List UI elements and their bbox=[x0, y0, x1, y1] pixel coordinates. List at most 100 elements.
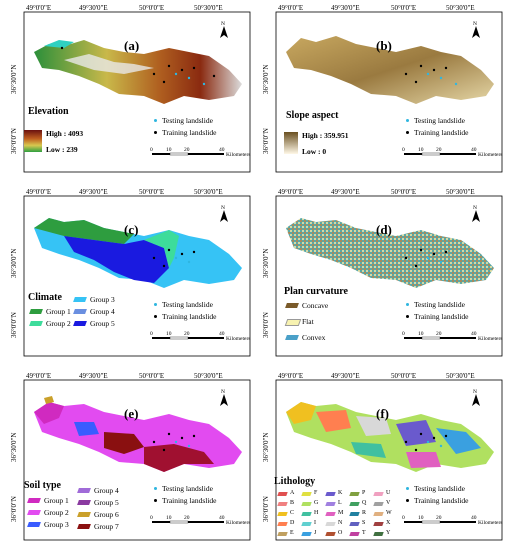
testing-marker bbox=[154, 487, 157, 490]
landslide-points bbox=[404, 432, 448, 452]
svg-text:50°30'0"E: 50°30'0"E bbox=[446, 4, 475, 12]
lithology-zone-5 bbox=[436, 428, 481, 454]
soil-group-7b bbox=[144, 444, 214, 472]
convex-swatch bbox=[285, 335, 299, 340]
north-arrow: N bbox=[220, 21, 228, 38]
svg-text:49°0'0"E: 49°0'0"E bbox=[26, 188, 51, 196]
svg-text:49°30'0"E: 49°30'0"E bbox=[331, 188, 360, 196]
lithology-j-swatch bbox=[301, 532, 312, 536]
concave-swatch bbox=[285, 303, 299, 308]
svg-text:0: 0 bbox=[150, 331, 153, 337]
soil-group-3 bbox=[74, 422, 99, 436]
lithology-w-swatch bbox=[373, 512, 384, 516]
training-marker bbox=[406, 499, 409, 502]
plan-curvature-map: (d) N 0 10 20 40 Kilometers 49°0'0"E 49°… bbox=[262, 188, 502, 357]
soil-4-swatch bbox=[77, 488, 91, 493]
svg-text:0: 0 bbox=[150, 147, 153, 153]
training-marker bbox=[154, 131, 157, 134]
group-5-swatch bbox=[73, 321, 87, 326]
soil-1-swatch bbox=[27, 498, 41, 503]
landslide-points bbox=[152, 432, 196, 452]
panel-elevation: (a) N 0 10 20 40 Kilometers 49°0'0"E 49°… bbox=[4, 4, 252, 178]
lithology-v-label: V bbox=[386, 500, 391, 506]
convex-label: Convex bbox=[302, 333, 326, 342]
legend-testing: Testing landslide bbox=[414, 484, 465, 493]
slope-aspect-map: (b) N 0 10 20 40 Kilometers 49°0'0"E 49°… bbox=[262, 4, 502, 173]
lithology-l-swatch bbox=[325, 502, 336, 506]
scalebar: 0 10 20 40 Kilometers bbox=[402, 147, 502, 158]
lithology-n-label: N bbox=[338, 520, 343, 526]
svg-text:40: 40 bbox=[219, 147, 225, 153]
svg-text:36°0'0"N: 36°0'0"N bbox=[262, 128, 270, 154]
landslide-points bbox=[60, 46, 216, 86]
svg-text:40: 40 bbox=[471, 331, 477, 337]
group-3-swatch bbox=[73, 297, 87, 302]
legend-title: Soil type bbox=[24, 480, 61, 491]
svg-text:49°30'0"E: 49°30'0"E bbox=[331, 4, 360, 12]
lithology-a-swatch bbox=[277, 492, 288, 496]
svg-text:50°30'0"E: 50°30'0"E bbox=[446, 188, 475, 196]
svg-text:N: N bbox=[221, 205, 225, 211]
aspect-legend-ramp bbox=[284, 132, 298, 154]
legend-training: Training landslide bbox=[414, 128, 469, 137]
lithology-g-swatch bbox=[301, 502, 312, 506]
svg-text:49°0'0"E: 49°0'0"E bbox=[278, 372, 303, 380]
lithology-zone-4 bbox=[396, 420, 436, 446]
svg-text:50°0'0"E: 50°0'0"E bbox=[391, 188, 416, 196]
legend-high: High : 4093 bbox=[46, 129, 84, 138]
lithology-b-label: B bbox=[290, 500, 295, 506]
testing-marker bbox=[406, 303, 409, 306]
soil-6-swatch bbox=[77, 512, 91, 517]
svg-text:36°30'0"N: 36°30'0"N bbox=[10, 65, 18, 94]
svg-text:40: 40 bbox=[219, 515, 225, 521]
svg-text:20: 20 bbox=[184, 331, 190, 337]
training-marker bbox=[406, 131, 409, 134]
svg-text:49°30'0"E: 49°30'0"E bbox=[79, 4, 108, 12]
svg-text:20: 20 bbox=[184, 515, 190, 521]
legend-title: Plan curvature bbox=[284, 286, 348, 297]
svg-text:0: 0 bbox=[402, 147, 405, 153]
scalebar: 0 10 20 40 Kilometers bbox=[150, 515, 250, 526]
svg-text:N: N bbox=[473, 389, 477, 395]
legend-low: Low : 239 bbox=[46, 145, 78, 154]
soil-2-label: Group 2 bbox=[44, 508, 69, 517]
panel-label: (c) bbox=[124, 222, 138, 237]
lithology-r-label: R bbox=[362, 510, 367, 516]
group-1-label: Group 1 bbox=[46, 307, 71, 316]
svg-text:50°30'0"E: 50°30'0"E bbox=[446, 372, 475, 380]
svg-text:36°30'0"N: 36°30'0"N bbox=[262, 433, 270, 462]
lithology-p-swatch bbox=[349, 492, 360, 496]
svg-text:49°30'0"E: 49°30'0"E bbox=[331, 372, 360, 380]
group-2-swatch bbox=[29, 321, 43, 326]
svg-text:36°0'0"N: 36°0'0"N bbox=[262, 496, 270, 522]
lithology-h-label: H bbox=[314, 510, 319, 516]
lithology-p-label: P bbox=[362, 490, 366, 496]
lithology-g-label: G bbox=[314, 500, 319, 506]
soil-4-label: Group 4 bbox=[94, 486, 119, 495]
svg-text:36°0'0"N: 36°0'0"N bbox=[262, 312, 270, 338]
lithology-d-swatch bbox=[277, 522, 288, 526]
svg-text:20: 20 bbox=[436, 147, 442, 153]
svg-text:N: N bbox=[473, 205, 477, 211]
lithology-t-label: T bbox=[362, 530, 366, 536]
lithology-zone-2 bbox=[316, 410, 351, 432]
group-4-swatch bbox=[73, 309, 87, 314]
legend-title: Slope aspect bbox=[286, 110, 339, 121]
landslide-points bbox=[404, 64, 458, 86]
group-5-label: Group 5 bbox=[90, 319, 115, 328]
scalebar: 0 10 20 40 Kilometers bbox=[402, 331, 502, 342]
high-elevation-zone bbox=[64, 54, 154, 74]
lithology-zone-3 bbox=[356, 416, 391, 436]
legend-testing: Testing landslide bbox=[162, 116, 213, 125]
svg-text:36°0'0"N: 36°0'0"N bbox=[10, 128, 18, 154]
panel-label: (b) bbox=[376, 38, 392, 53]
lithology-u-label: U bbox=[386, 490, 391, 496]
soil-3-label: Group 3 bbox=[44, 520, 69, 529]
flat-label: Flat bbox=[302, 317, 314, 326]
north-arrow: N bbox=[472, 389, 480, 406]
panel-climate: (c) N 0 10 20 40 Kilometers 49°0'0"E 49°… bbox=[4, 188, 252, 362]
svg-text:Kilometers: Kilometers bbox=[478, 152, 502, 158]
soil-7-swatch bbox=[77, 524, 91, 529]
lithology-map: (f) N 0 10 20 40 Kilometers 49°0'0"E 49°… bbox=[262, 372, 502, 541]
lithology-l-label: L bbox=[338, 500, 342, 506]
